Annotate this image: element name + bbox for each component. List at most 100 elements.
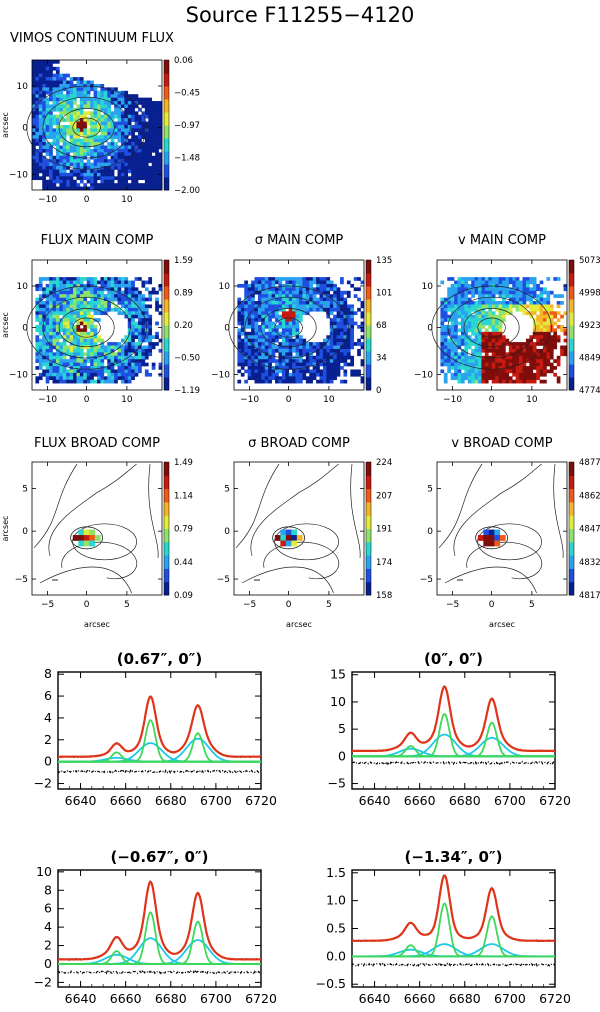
map-pixel	[79, 311, 84, 316]
map-pixel	[90, 80, 94, 85]
map-pixel	[333, 301, 337, 305]
narrow-component-3	[58, 920, 261, 965]
map-pixel	[134, 297, 139, 302]
map-pixel	[97, 186, 101, 191]
map-pixel	[76, 172, 81, 177]
map-pixel	[38, 97, 43, 102]
map-pixel	[460, 280, 465, 285]
map-pixel	[83, 307, 88, 312]
map-pixel	[52, 176, 57, 181]
map-pixel	[457, 345, 462, 350]
map-pixel	[498, 283, 503, 288]
map-pixel	[309, 290, 313, 295]
map-pixel	[457, 376, 462, 381]
map-pixel	[247, 376, 252, 381]
map-pixel	[127, 142, 132, 146]
map-pixel	[59, 80, 64, 85]
map-pixel	[131, 128, 135, 133]
map-pixel	[295, 366, 300, 370]
map-pixel	[529, 287, 534, 292]
map-pixel	[62, 186, 67, 191]
map-pixel	[484, 331, 489, 336]
map-pixel	[460, 372, 465, 377]
map-pixel	[134, 342, 139, 346]
map-pixel	[508, 359, 513, 363]
map-pixel	[49, 311, 53, 316]
map-pixel	[100, 307, 105, 312]
map-pixel	[103, 379, 108, 384]
map-pixel	[120, 152, 125, 157]
map-pixel	[32, 125, 36, 129]
map-pixel	[83, 128, 88, 133]
map-pixel	[62, 366, 67, 370]
map-pixel	[519, 372, 523, 377]
map-pixel	[62, 277, 67, 281]
map-pixel	[346, 362, 351, 367]
map-pixel	[457, 280, 462, 285]
colorbar-label: 4817	[579, 591, 600, 601]
map-pixel	[134, 304, 139, 309]
map-pixel	[144, 331, 149, 336]
map-pixel	[343, 331, 348, 336]
contour-line	[444, 566, 537, 594]
map-pixel	[38, 128, 43, 133]
map-pixel	[264, 297, 269, 302]
map-pixel	[38, 287, 43, 292]
map-pixel	[151, 118, 156, 122]
map-pixel	[155, 131, 159, 136]
map-pixel	[144, 304, 149, 309]
y-tick-label: 0	[427, 324, 433, 334]
map-pixel	[155, 104, 159, 109]
map-pixel	[549, 355, 554, 360]
map-pixel	[127, 145, 132, 150]
map-pixel	[288, 331, 293, 336]
map-pixel	[460, 297, 465, 302]
map-pixel	[155, 183, 159, 187]
map-pixel	[309, 369, 313, 374]
map-pixel	[543, 331, 547, 336]
map-pixel	[295, 372, 300, 377]
map-pixel	[247, 366, 252, 370]
colorbar-segment	[366, 528, 371, 543]
map-pixel	[148, 128, 153, 133]
map-pixel	[32, 77, 36, 81]
map-pixel	[86, 366, 91, 370]
map-pixel	[151, 166, 156, 170]
map-pixel	[120, 366, 125, 370]
map-pixel	[350, 307, 355, 312]
map-pixel	[322, 287, 327, 292]
map-pixel	[155, 152, 159, 157]
map-pixel	[292, 345, 296, 350]
map-pixel	[299, 277, 303, 281]
map-pixel	[52, 297, 57, 302]
map-pixel	[76, 301, 81, 305]
map-pixel	[543, 314, 547, 319]
map-pixel	[144, 104, 149, 109]
map-pixel	[94, 535, 101, 541]
map-pixel	[254, 379, 259, 384]
map-pixel	[237, 331, 242, 336]
map-pixel	[546, 355, 551, 360]
map-pixel	[131, 348, 135, 353]
map-pixel	[539, 290, 544, 295]
map-pixel	[450, 287, 455, 292]
map-pixel	[529, 348, 534, 353]
map-pixel	[271, 348, 276, 353]
map-pixel	[288, 297, 293, 302]
map-pixel	[505, 294, 510, 298]
map-pixel	[495, 345, 499, 350]
map-pixel	[350, 345, 355, 350]
map-pixel	[488, 297, 493, 302]
map-pixel	[495, 331, 499, 336]
map-pixel	[73, 304, 77, 309]
map-pixel	[97, 318, 101, 322]
map-pixel	[97, 362, 101, 367]
map-pixel	[484, 311, 489, 316]
map-pixel	[244, 355, 248, 360]
map-pixel	[546, 362, 551, 367]
map-pixel	[110, 125, 115, 129]
map-pixel	[536, 304, 540, 309]
map-pixel	[49, 80, 53, 85]
map-pixel	[275, 369, 279, 374]
map-pixel	[457, 366, 462, 370]
